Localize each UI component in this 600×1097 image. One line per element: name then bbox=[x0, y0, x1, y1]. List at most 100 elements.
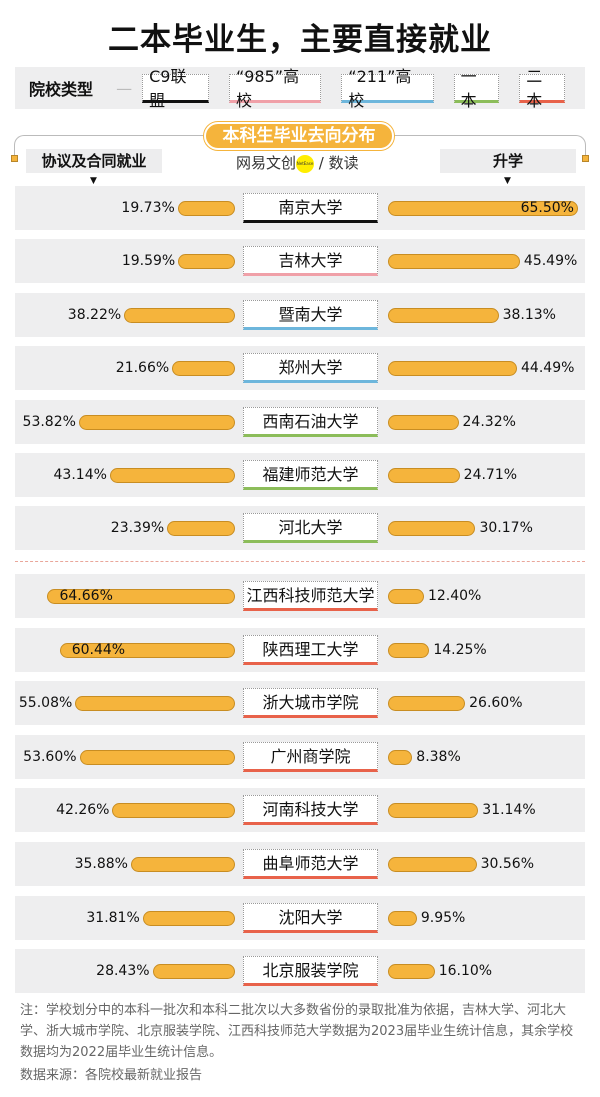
study-value: 16.10% bbox=[438, 963, 493, 980]
data-source: 数据来源：各院校最新就业报告 bbox=[20, 1068, 203, 1083]
chart-row: 19.59% 45.49% 吉林大学 bbox=[15, 239, 585, 284]
employ-value: 19.59% bbox=[121, 253, 176, 270]
school-name: 浙大城市学院 bbox=[243, 688, 378, 719]
chart-title-banner: 本科生毕业去向分布 bbox=[204, 122, 394, 150]
chart-row: 64.66% 12.40% 江西科技师范大学 bbox=[15, 574, 585, 618]
school-name: 郑州大学 bbox=[243, 353, 378, 384]
employ-bar bbox=[124, 307, 235, 323]
employ-bar bbox=[112, 803, 235, 819]
legend-c9: C9联盟 bbox=[142, 67, 209, 110]
employ-value: 43.14% bbox=[53, 467, 107, 483]
chart-row: 23.39% 30.17% 河北大学 bbox=[15, 506, 585, 551]
school-name: 北京服装学院 bbox=[243, 956, 378, 987]
chart-row: 38.22% 38.13% 暨南大学 bbox=[15, 292, 585, 337]
study-value: 45.49% bbox=[523, 253, 578, 270]
school-name: 曲阜师范大学 bbox=[243, 849, 378, 879]
school-name: 陕西理工大学 bbox=[243, 634, 378, 665]
study-value: 65.50% bbox=[520, 200, 574, 216]
footnote: 注：学校划分中的本科一批次和本科二批次以大多数省份的录取批准为依据，吉林大学、河… bbox=[20, 1003, 574, 1060]
brand-badge: NetEase bbox=[296, 154, 315, 173]
legend-dash: — bbox=[116, 78, 133, 98]
employ-value: 64.66% bbox=[59, 588, 113, 604]
brand-logo: 网易文创NetEase / 数读 bbox=[236, 152, 359, 173]
legend-tier2: 二本 bbox=[519, 67, 565, 110]
school-name: 江西科技师范大学 bbox=[243, 581, 378, 611]
chart-row: 28.43% 16.10% 北京服装学院 bbox=[15, 949, 585, 994]
study-value: 8.38% bbox=[416, 748, 461, 765]
school-name: 福建师范大学 bbox=[243, 460, 378, 490]
employ-value: 42.26% bbox=[56, 802, 110, 819]
legend-211: “211”高校 bbox=[341, 67, 434, 110]
employ-bar bbox=[167, 521, 235, 537]
study-value: 14.25% bbox=[433, 641, 487, 658]
employ-value: 31.81% bbox=[86, 909, 140, 926]
employ-bar bbox=[178, 254, 235, 270]
school-name: 广州商学院 bbox=[243, 741, 378, 772]
study-header: 升学 bbox=[440, 149, 576, 173]
employ-bar bbox=[142, 910, 235, 926]
employ-value: 53.60% bbox=[23, 748, 77, 765]
study-value: 24.71% bbox=[463, 467, 518, 483]
school-name: 河北大学 bbox=[243, 513, 378, 544]
study-bar bbox=[388, 642, 430, 658]
employ-value: 21.66% bbox=[115, 360, 170, 377]
study-value: 38.13% bbox=[502, 306, 556, 323]
chart-row: 35.88% 30.56% 曲阜师范大学 bbox=[15, 842, 585, 886]
study-bar bbox=[388, 468, 460, 483]
study-bar bbox=[388, 964, 435, 980]
chart-row: 42.26% 31.14% 河南科技大学 bbox=[15, 788, 585, 833]
school-type-legend: 院校类型 — C9联盟 “985”高校 “211”高校 一本 二本 bbox=[15, 67, 585, 110]
school-name: 沈阳大学 bbox=[243, 902, 378, 933]
school-name: 西南石油大学 bbox=[243, 406, 378, 437]
study-bar bbox=[388, 254, 520, 270]
page-title: 二本毕业生，主要直接就业 bbox=[108, 22, 492, 58]
study-value: 9.95% bbox=[420, 909, 466, 926]
employ-bar bbox=[78, 414, 235, 430]
employ-bar bbox=[109, 468, 235, 483]
bracket-end-right bbox=[582, 155, 589, 162]
study-bar bbox=[388, 201, 578, 216]
bracket-end-left bbox=[11, 155, 18, 162]
employ-value: 28.43% bbox=[96, 963, 150, 980]
employ-bar bbox=[177, 201, 235, 216]
employ-bar bbox=[152, 964, 235, 980]
school-name: 河南科技大学 bbox=[243, 795, 378, 826]
school-name: 南京大学 bbox=[243, 193, 378, 223]
study-bar bbox=[388, 521, 476, 537]
study-value: 30.56% bbox=[480, 856, 534, 872]
chart-row: 53.60% 8.38% 广州商学院 bbox=[15, 734, 585, 779]
employ-value: 23.39% bbox=[110, 520, 165, 537]
tier-separator bbox=[15, 561, 585, 562]
chart-row: 21.66% 44.49% 郑州大学 bbox=[15, 346, 585, 391]
study-bar bbox=[388, 910, 417, 926]
study-bar bbox=[388, 803, 479, 819]
chart-row: 60.44% 14.25% 陕西理工大学 bbox=[15, 627, 585, 672]
employ-bar bbox=[79, 749, 235, 765]
legend-label: 院校类型 bbox=[29, 80, 94, 99]
employ-header: 协议及合同就业 bbox=[26, 149, 162, 173]
employ-value: 60.44% bbox=[71, 641, 126, 658]
chart-row: 43.14% 24.71% 福建师范大学 bbox=[15, 453, 585, 497]
brand-name: 网易文创 bbox=[236, 154, 297, 172]
legend-tier1: 一本 bbox=[453, 67, 500, 110]
school-name: 吉林大学 bbox=[243, 246, 378, 277]
employ-bar bbox=[75, 696, 235, 712]
employ-bar bbox=[59, 642, 235, 658]
study-value: 24.32% bbox=[462, 413, 516, 430]
employ-bar bbox=[47, 589, 235, 604]
study-bar bbox=[388, 857, 477, 872]
brand-suffix: / 数读 bbox=[318, 154, 359, 172]
study-bar bbox=[388, 307, 499, 323]
employ-value: 53.82% bbox=[22, 413, 76, 430]
chart-row: 19.73% 65.50% 南京大学 bbox=[15, 186, 585, 230]
study-bar bbox=[388, 414, 459, 430]
study-bar bbox=[388, 589, 424, 604]
employ-value: 55.08% bbox=[18, 695, 73, 712]
study-value: 44.49% bbox=[521, 360, 575, 377]
chart-row: 53.82% 24.32% 西南石油大学 bbox=[15, 399, 585, 444]
study-value: 12.40% bbox=[427, 588, 482, 604]
employ-value: 38.22% bbox=[67, 306, 122, 323]
employ-bar bbox=[130, 857, 235, 872]
study-value: 31.14% bbox=[482, 802, 536, 819]
study-value: 26.60% bbox=[469, 695, 523, 712]
